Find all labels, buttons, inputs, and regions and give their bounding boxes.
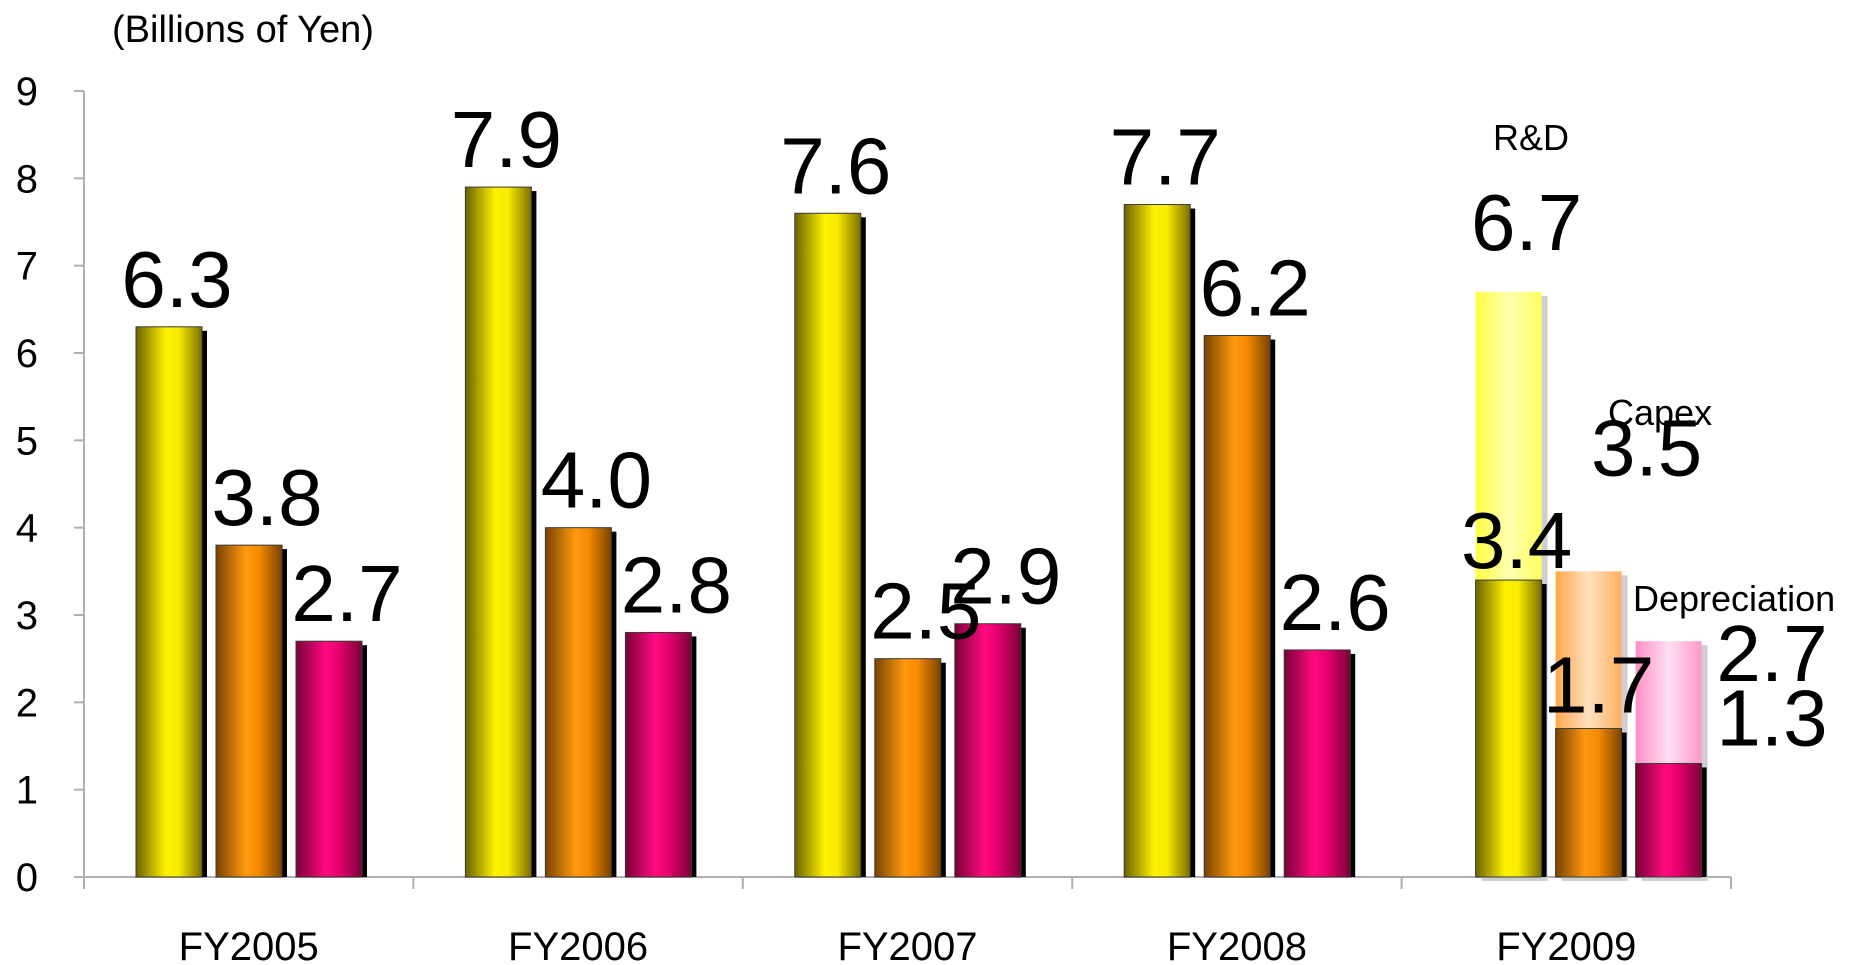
y-tick-label: 5 (16, 419, 38, 463)
data-label: 7.6 (780, 121, 891, 210)
y-tick-label: 4 (16, 507, 38, 551)
bar (874, 658, 942, 878)
y-tick-label: 1 (16, 769, 38, 813)
bar (954, 623, 1022, 878)
legend: R&D Capex Depreciation (1493, 117, 1835, 619)
x-ticks (83, 877, 1732, 889)
legend-depreciation: Depreciation (1633, 578, 1835, 619)
y-axis: 0 1 2 3 4 5 6 7 8 9 (16, 70, 85, 900)
bars (135, 186, 1707, 878)
y-tick-label: 3 (16, 594, 38, 638)
x-category-label: FY2008 (1167, 925, 1307, 965)
data-label: 3.8 (211, 453, 322, 542)
data-label: 2.8 (621, 540, 732, 629)
bar (1475, 579, 1543, 878)
bar (544, 527, 612, 878)
y-tick-label: 2 (16, 681, 38, 725)
y-tick-label: 9 (16, 70, 38, 114)
x-category-label: FY2007 (837, 925, 977, 965)
legend-rd: R&D (1493, 117, 1569, 158)
data-label: 2.9 (950, 532, 1061, 621)
bar (1635, 762, 1703, 878)
bar (135, 326, 203, 878)
legend-capex: Capex (1608, 392, 1712, 433)
bar (215, 544, 283, 878)
data-label: 6.2 (1200, 244, 1311, 333)
y-tick-label: 0 (16, 856, 38, 900)
y-tick-label: 8 (16, 157, 38, 201)
data-label: 4.0 (541, 436, 652, 525)
data-labels: 6.3 7.9 7.6 7.7 3.4 3.8 4.0 2.5 6.2 1.7 2.7 2.8 2.9 2… (121, 95, 1827, 762)
x-axis: FY2005 FY2006 FY2007 FY2008 FY2009 (83, 876, 1732, 965)
x-category-label: FY2005 (179, 925, 319, 965)
y-tick-label: 7 (16, 245, 38, 289)
x-category-label: FY2006 (508, 925, 648, 965)
data-label: 7.9 (451, 95, 562, 184)
plan-data-label: 2.7 (1716, 609, 1827, 698)
y-ticks: 0 1 2 3 4 5 6 7 8 9 (16, 70, 84, 900)
bar (1555, 728, 1623, 878)
bar (1123, 204, 1191, 878)
data-label: 7.7 (1110, 113, 1221, 202)
data-label: 2.5 (870, 567, 981, 656)
data-label: 1.7 (1543, 641, 1654, 730)
y-tick-label: 6 (16, 332, 38, 376)
plan-data-label: 3.5 (1591, 403, 1702, 492)
data-label: 2.6 (1280, 558, 1391, 647)
data-label: 1.3 (1716, 673, 1827, 762)
plan-data-label: 6.7 (1471, 178, 1582, 267)
x-category-label: FY2009 (1496, 925, 1636, 965)
data-label: 3.4 (1461, 496, 1572, 585)
data-label: 2.7 (291, 549, 402, 638)
data-label: 6.3 (121, 235, 232, 324)
bar (1203, 335, 1271, 878)
bar (794, 212, 862, 878)
bar (624, 631, 692, 878)
bar (295, 640, 363, 878)
unit-label: (Billions of Yen) (112, 9, 374, 51)
bar (1283, 649, 1351, 878)
x-labels: FY2005 FY2006 FY2007 FY2008 FY2009 (179, 925, 1637, 965)
bar (464, 186, 532, 878)
